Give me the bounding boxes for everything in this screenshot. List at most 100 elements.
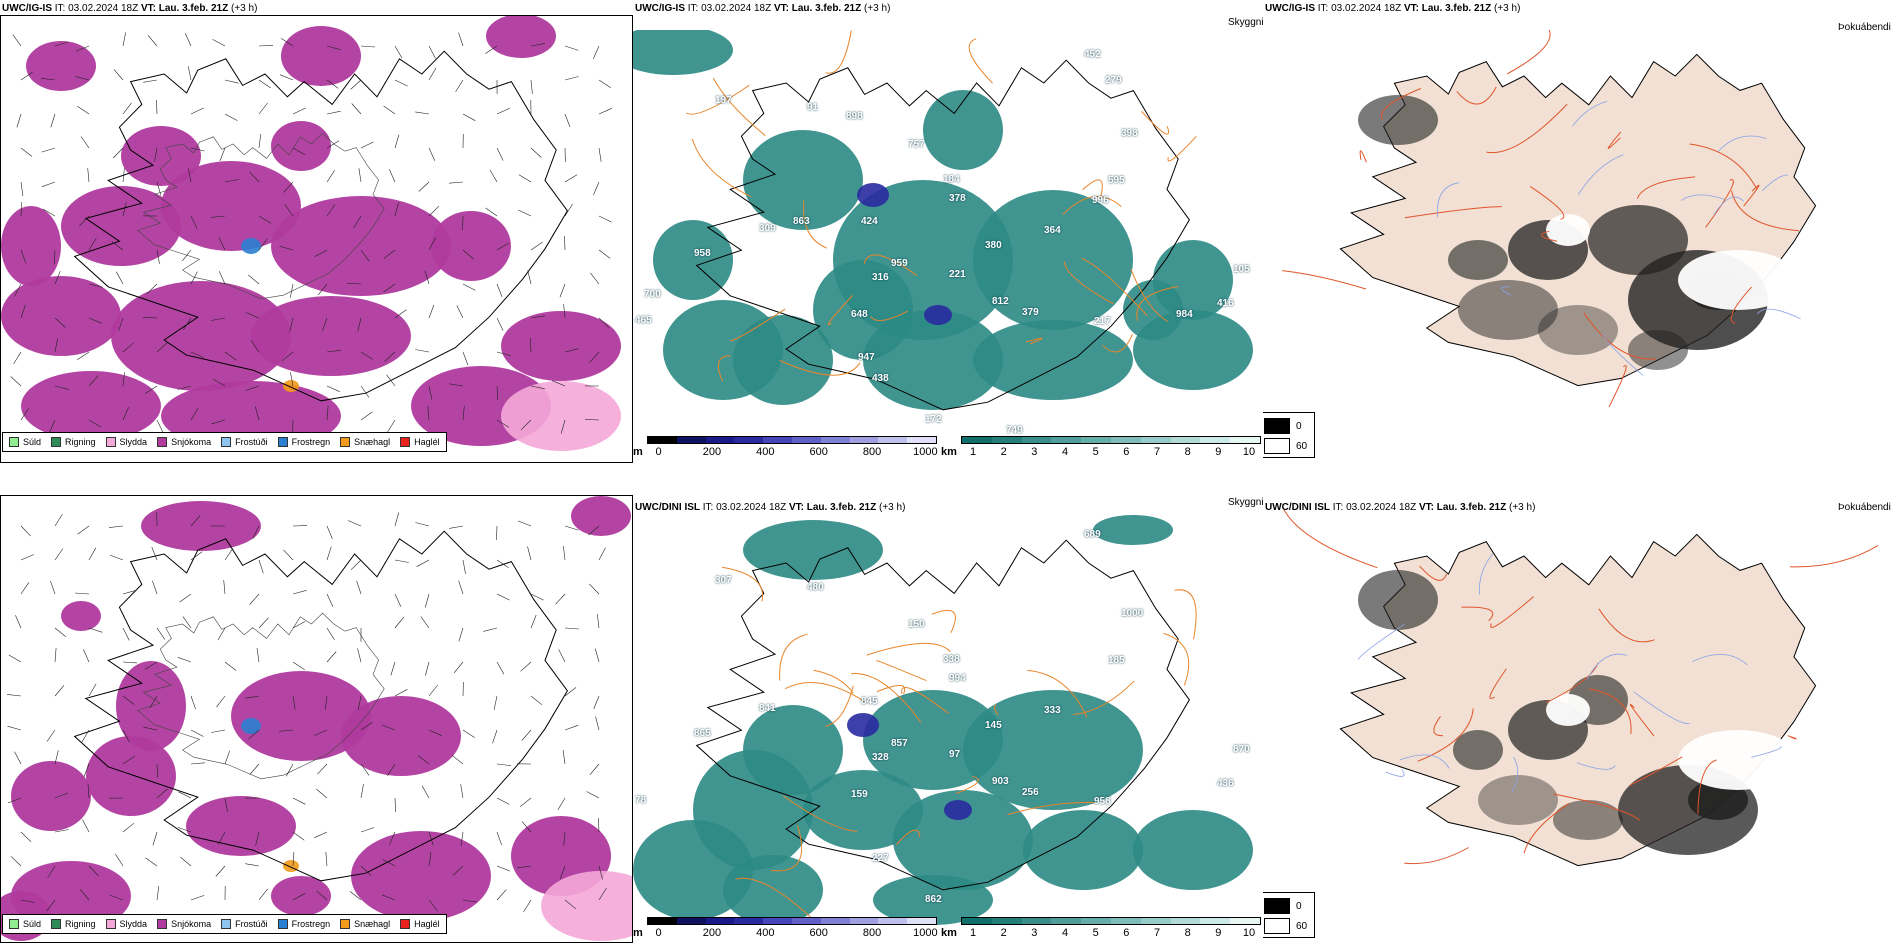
freezing-rain-area bbox=[241, 718, 261, 734]
road-line bbox=[691, 138, 752, 198]
wind-barb bbox=[42, 208, 56, 217]
legend-swatch bbox=[221, 437, 232, 447]
colorbar-segment bbox=[1021, 437, 1052, 443]
wind-barb bbox=[292, 107, 306, 115]
visibility-value-label: 91 bbox=[807, 102, 819, 113]
wind-barb bbox=[54, 41, 69, 47]
wind-barb bbox=[518, 209, 532, 217]
snow-area bbox=[281, 26, 361, 86]
river-line bbox=[1601, 332, 1644, 376]
river-line bbox=[1681, 194, 1725, 201]
wind-barb bbox=[564, 687, 577, 697]
colorbar-tick-label: 1000 bbox=[913, 927, 938, 939]
visibility-value-label: 221 bbox=[949, 269, 966, 280]
snow-area bbox=[61, 186, 181, 266]
road-line bbox=[1404, 206, 1502, 219]
wind-barb bbox=[47, 865, 56, 879]
road-line bbox=[968, 38, 993, 84]
wind-barb bbox=[451, 755, 464, 765]
fog-index-dark-area bbox=[1478, 775, 1558, 825]
visibility-value-label: 328 bbox=[872, 752, 889, 763]
snow-area bbox=[251, 296, 411, 376]
legend-swatch bbox=[400, 919, 411, 929]
wind-barb bbox=[356, 580, 362, 595]
wind-barb bbox=[122, 755, 135, 765]
wind-barb bbox=[557, 797, 566, 811]
legend-swatch bbox=[157, 919, 168, 929]
visibility-value-label: 333 bbox=[1044, 705, 1061, 716]
river-line bbox=[1586, 653, 1628, 680]
wind-barb bbox=[530, 695, 543, 706]
legend-swatch bbox=[157, 437, 168, 447]
wind-barb bbox=[428, 852, 432, 867]
fog-white-swatch bbox=[1264, 918, 1290, 934]
low-visibility-area bbox=[923, 90, 1003, 170]
wind-barb bbox=[496, 283, 503, 298]
row2-fog-panel: UWC/DINI ISL IT: 03.02.2024 18Z VT: Lau.… bbox=[1263, 480, 1900, 950]
wind-barb bbox=[560, 419, 566, 434]
wind-barb bbox=[496, 385, 499, 401]
row1-fog-key: 0 60 bbox=[1263, 412, 1315, 458]
wind-barb bbox=[360, 827, 375, 833]
wind-barb bbox=[598, 249, 611, 259]
row2-precip-panel: UWC/DINI ISL IT: 03.02.2024 18Z VT: Lau.… bbox=[0, 480, 640, 950]
legend-label: Snæhagl bbox=[354, 919, 391, 929]
legend-item: Snæhagl bbox=[340, 437, 390, 447]
wind-barb bbox=[54, 548, 64, 561]
wind-barb bbox=[143, 726, 158, 731]
wind-barb bbox=[249, 593, 260, 605]
colorbar-tick-label: 800 bbox=[862, 446, 882, 458]
wind-barb bbox=[415, 522, 430, 527]
precip-map-svg bbox=[1, 16, 621, 451]
snow-area bbox=[486, 16, 556, 58]
road-line bbox=[1507, 30, 1551, 75]
colorbar-segment bbox=[1110, 437, 1141, 443]
colorbar-tick-label: 10 bbox=[1242, 927, 1256, 939]
wind-barb bbox=[326, 405, 329, 421]
wind-barb bbox=[424, 270, 430, 285]
river-line bbox=[1713, 196, 1744, 216]
snow-area bbox=[1, 276, 121, 356]
legend-swatch bbox=[9, 919, 19, 929]
wind-barb bbox=[122, 407, 129, 421]
wind-barb bbox=[190, 729, 204, 737]
colorbar-segment bbox=[878, 437, 908, 443]
wind-barb bbox=[530, 79, 533, 94]
wind-barb bbox=[417, 755, 430, 765]
visibility-value-label: 97 bbox=[949, 749, 961, 760]
wind-barb bbox=[360, 45, 376, 48]
wind-barb bbox=[7, 797, 22, 804]
legend-label: Snjókoma bbox=[171, 437, 212, 447]
wind-barb bbox=[109, 554, 124, 561]
colorbar-segment bbox=[1051, 918, 1082, 924]
road-line bbox=[901, 686, 949, 714]
wind-barb bbox=[245, 695, 260, 699]
colorbar-segment bbox=[676, 918, 706, 924]
visibility-value-label: 959 bbox=[891, 258, 908, 269]
wind-barb bbox=[82, 819, 90, 833]
colorbar-tick-label: 1 bbox=[969, 446, 977, 458]
river-line bbox=[1399, 754, 1450, 769]
legend-item: Snjókoma bbox=[157, 919, 211, 929]
snow-area bbox=[231, 671, 371, 761]
wind-barb bbox=[357, 648, 362, 663]
wind-barb bbox=[250, 340, 260, 353]
wind-barb bbox=[50, 580, 56, 595]
wind-barb bbox=[496, 559, 509, 569]
wind-barb bbox=[88, 283, 103, 288]
wind-barb bbox=[589, 763, 600, 775]
wind-barb bbox=[598, 547, 606, 561]
road-line bbox=[1359, 150, 1367, 163]
visibility-value-label: 105 bbox=[1233, 264, 1250, 275]
colorbar-tick-label: 6 bbox=[1123, 446, 1130, 458]
wind-barb bbox=[20, 304, 26, 319]
snow-area bbox=[1, 206, 61, 286]
legend-swatch bbox=[221, 919, 232, 929]
road-line bbox=[779, 360, 861, 376]
wind-barb bbox=[285, 763, 294, 777]
wind-barb bbox=[122, 627, 130, 641]
wind-barb bbox=[75, 45, 90, 52]
wind-barb bbox=[20, 249, 27, 264]
wind-barb bbox=[118, 317, 124, 332]
wind-barb bbox=[415, 349, 430, 353]
